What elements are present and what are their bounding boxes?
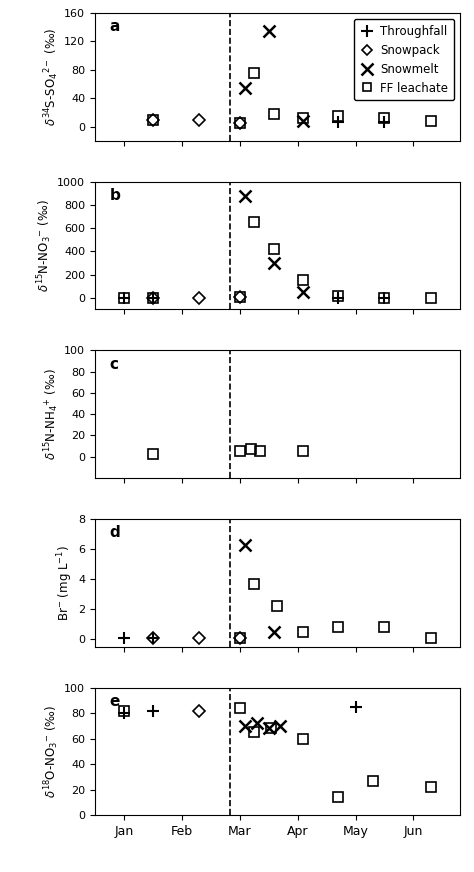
Text: e: e (109, 694, 120, 709)
Y-axis label: Br$^{-}$ (mg L$^{-1}$): Br$^{-}$ (mg L$^{-1}$) (55, 545, 75, 621)
Y-axis label: $\delta^{15}$N-NH$_4$$^{+}$ (‰): $\delta^{15}$N-NH$_4$$^{+}$ (‰) (43, 368, 61, 460)
Text: b: b (109, 188, 120, 203)
Y-axis label: $\delta^{15}$N-NO$_3$$^{-}$ (‰): $\delta^{15}$N-NO$_3$$^{-}$ (‰) (36, 199, 55, 292)
Text: a: a (109, 19, 120, 35)
Text: d: d (109, 525, 120, 541)
Y-axis label: $\delta^{18}$O-NO$_3$$^{-}$ (‰): $\delta^{18}$O-NO$_3$$^{-}$ (‰) (43, 705, 61, 798)
Y-axis label: $\delta^{34}$S-SO$_4$$^{2-}$ (‰): $\delta^{34}$S-SO$_4$$^{2-}$ (‰) (43, 28, 61, 126)
Legend: Throughfall, Snowpack, Snowmelt, FF leachate: Throughfall, Snowpack, Snowmelt, FF leac… (354, 19, 454, 100)
Text: c: c (109, 357, 118, 371)
